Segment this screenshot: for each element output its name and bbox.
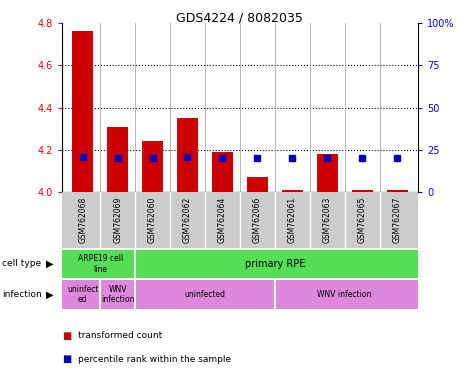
- Text: transformed count: transformed count: [78, 331, 162, 341]
- Text: ▶: ▶: [46, 290, 54, 300]
- Text: primary RPE: primary RPE: [245, 259, 305, 269]
- Text: infection: infection: [2, 290, 42, 299]
- Text: GDS4224 / 8082035: GDS4224 / 8082035: [176, 12, 304, 25]
- Text: uninfect
ed: uninfect ed: [67, 285, 98, 304]
- Text: WNV
infection: WNV infection: [101, 285, 134, 304]
- Text: GSM762067: GSM762067: [392, 197, 401, 243]
- Text: ■: ■: [62, 331, 71, 341]
- Text: GSM762064: GSM762064: [218, 197, 227, 243]
- Text: GSM762066: GSM762066: [253, 197, 262, 243]
- Bar: [107, 127, 128, 192]
- Text: ■: ■: [62, 354, 71, 364]
- Bar: [282, 190, 303, 192]
- Text: GSM762068: GSM762068: [78, 197, 87, 243]
- Text: GSM762061: GSM762061: [288, 197, 297, 243]
- Text: ▶: ▶: [46, 259, 54, 269]
- Text: GSM762062: GSM762062: [183, 197, 192, 243]
- Text: WNV infection: WNV infection: [317, 290, 372, 299]
- Text: GSM762063: GSM762063: [323, 197, 332, 243]
- Text: GSM762060: GSM762060: [148, 197, 157, 243]
- Text: GSM762065: GSM762065: [358, 197, 367, 243]
- Bar: [212, 152, 233, 192]
- Bar: [317, 154, 338, 192]
- Text: percentile rank within the sample: percentile rank within the sample: [78, 354, 231, 364]
- Text: cell type: cell type: [2, 260, 41, 268]
- Bar: [387, 190, 408, 192]
- Text: ARPE19 cell
line: ARPE19 cell line: [77, 254, 123, 274]
- Bar: [352, 190, 372, 192]
- Bar: [247, 177, 268, 192]
- Bar: [72, 31, 93, 192]
- Bar: [142, 141, 163, 192]
- Text: uninfected: uninfected: [184, 290, 226, 299]
- Text: GSM762069: GSM762069: [113, 197, 122, 243]
- Bar: [177, 118, 198, 192]
